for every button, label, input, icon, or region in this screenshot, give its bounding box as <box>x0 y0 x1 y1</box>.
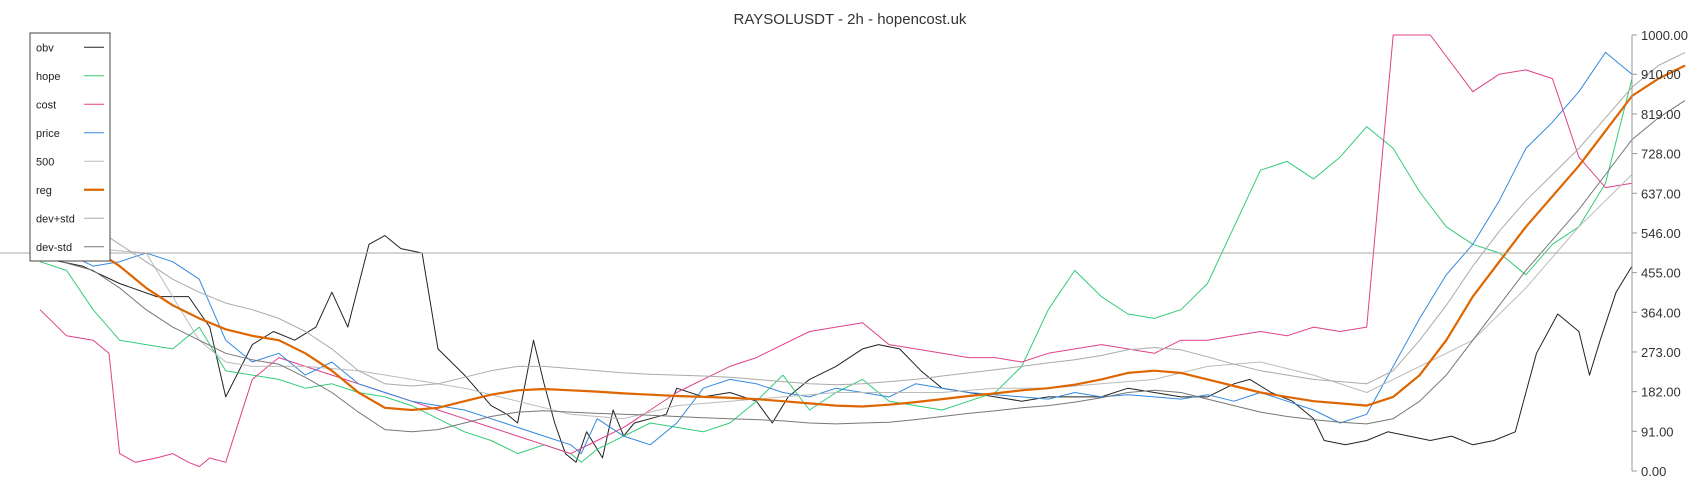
y-tick-label: 455.00 <box>1641 266 1681 281</box>
series-line-price <box>39 51 1633 455</box>
legend: obv hope cost price 500 reg dev+std dev-std <box>29 32 111 262</box>
legend-label: hope <box>36 71 60 83</box>
y-tick-label: 728.00 <box>1641 147 1681 162</box>
y-tick-label: 91.00 <box>1641 424 1674 439</box>
series-line-cost <box>39 34 1633 468</box>
y-tick-label: 910.00 <box>1641 67 1681 82</box>
legend-label: obv <box>36 42 54 54</box>
series-line-500 <box>39 174 1633 420</box>
y-tick-label: 819.00 <box>1641 107 1681 122</box>
legend-label: cost <box>36 99 56 111</box>
series-line-dev-std <box>61 51 1686 387</box>
legend-box <box>29 32 111 262</box>
y-tick-label: 364.00 <box>1641 305 1681 320</box>
y-axis: 0.00 91.00 182.00 273.00 364.00 455.00 546.00 6… <box>1631 28 1688 479</box>
legend-label: dev-std <box>36 242 72 254</box>
y-tick-label: 273.00 <box>1641 345 1681 360</box>
y-tick-label: 0.00 <box>1641 464 1666 479</box>
y-tick-label: 637.00 <box>1641 186 1681 201</box>
series-line-hope <box>39 78 1633 463</box>
legend-label: reg <box>36 185 52 197</box>
chart-title: RAYSOLUSDT - 2h - hopencost.uk <box>734 11 967 28</box>
y-tick-label: 546.00 <box>1641 226 1681 241</box>
legend-label: dev+std <box>36 213 75 225</box>
series-line-reg <box>60 64 1686 412</box>
y-tick-label: 182.00 <box>1641 385 1681 400</box>
series-line-dev-std <box>61 99 1686 433</box>
series-layer <box>39 34 1686 468</box>
y-tick-label: 1000.00 <box>1641 28 1688 43</box>
legend-label: price <box>36 128 60 140</box>
series-line-obv <box>39 235 1633 463</box>
legend-label: 500 <box>36 156 54 168</box>
